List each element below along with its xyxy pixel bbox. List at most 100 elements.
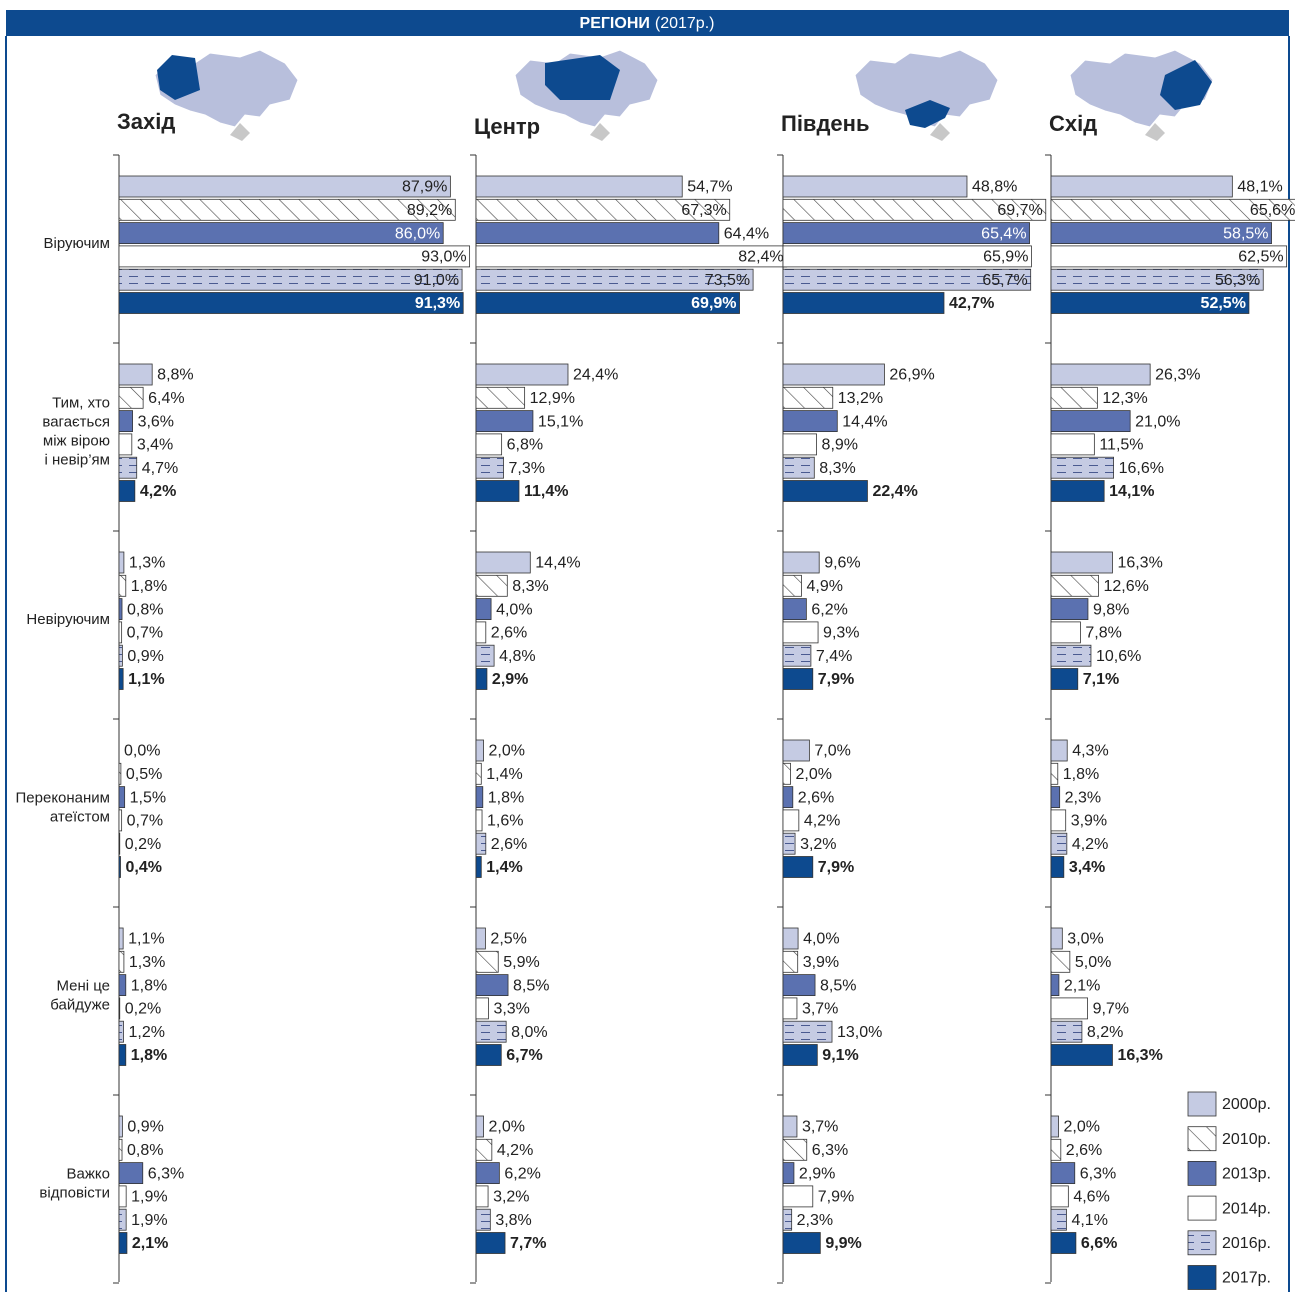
bar [475, 1162, 500, 1184]
value-label: 0,9% [127, 1119, 163, 1136]
category-label: Тим, хто [52, 394, 110, 411]
value-label: 1,2% [129, 1024, 165, 1041]
bar [475, 786, 484, 808]
value-label: 0,0% [124, 743, 160, 760]
map [154, 49, 299, 142]
value-label: 8,3% [819, 460, 855, 477]
value-label: 4,2% [497, 1142, 533, 1159]
bar [1050, 1208, 1067, 1231]
bar [782, 1020, 833, 1043]
value-label: 48,8% [972, 179, 1017, 196]
bar [782, 245, 1032, 268]
value-label: 12,3% [1102, 390, 1147, 407]
value-label: 2,3% [1065, 789, 1101, 806]
value-label: 1,8% [131, 977, 167, 994]
value-label: 4,7% [142, 460, 178, 477]
value-label: 8,5% [513, 977, 549, 994]
value-label: 1,5% [130, 789, 166, 806]
bar [118, 1232, 128, 1254]
bar [1050, 644, 1092, 667]
value-label: 1,4% [486, 766, 522, 783]
value-label: 8,0% [511, 1024, 547, 1041]
bar [118, 644, 123, 667]
bar [782, 1044, 818, 1066]
bar [118, 668, 124, 690]
legend-label: 2014р. [1222, 1200, 1271, 1217]
value-label: 9,1% [822, 1047, 858, 1064]
value-label: 0,8% [127, 1142, 163, 1159]
value-label: 9,7% [1093, 1001, 1129, 1018]
value-label: 15,1% [538, 413, 583, 430]
value-label: 4,2% [804, 813, 840, 830]
bar [782, 222, 1030, 245]
panel-title: Південь [781, 111, 869, 136]
value-label: 11,5% [1099, 437, 1143, 454]
value-label: 73,5% [705, 272, 750, 289]
value-label: 2,0% [489, 743, 525, 760]
bar [1050, 198, 1295, 221]
value-label: 7,3% [509, 460, 545, 477]
bar [1050, 762, 1059, 785]
value-label: 6,3% [812, 1142, 848, 1159]
bar [118, 456, 138, 479]
value-label: 8,3% [512, 578, 548, 595]
value-label: 4,0% [803, 931, 839, 948]
value-label: 3,8% [495, 1212, 531, 1229]
title: РЕГІОНИ [580, 15, 650, 32]
value-label: 3,9% [1071, 813, 1107, 830]
bar [782, 1138, 808, 1161]
bar [475, 222, 720, 245]
value-label: 4,2% [1072, 836, 1108, 853]
value-label: 82,4% [738, 249, 783, 266]
bar [118, 198, 456, 221]
bar [475, 1138, 493, 1161]
bar [782, 480, 868, 502]
value-label: 5,0% [1075, 954, 1111, 971]
bar [1050, 950, 1071, 973]
value-label: 9,3% [823, 625, 859, 642]
bar [118, 292, 464, 314]
bar [782, 386, 834, 409]
bar [475, 974, 509, 996]
value-label: 1,1% [128, 671, 164, 688]
value-label: 0,4% [126, 859, 162, 876]
bar [782, 551, 820, 574]
value-label: 4,3% [1072, 743, 1108, 760]
bar [782, 198, 1047, 221]
value-label: 6,7% [506, 1047, 542, 1064]
value-label: 56,3% [1215, 272, 1260, 289]
category-label: вагається [42, 413, 110, 430]
value-label: 69,7% [997, 202, 1042, 219]
bar [475, 950, 499, 973]
bar [475, 1208, 491, 1231]
bar [118, 410, 133, 433]
category-label: Важко [67, 1165, 110, 1182]
bar [118, 551, 125, 574]
bar [475, 175, 683, 198]
bar [118, 175, 451, 198]
value-label: 1,3% [129, 954, 165, 971]
bar [782, 950, 799, 973]
value-label: 6,2% [811, 601, 847, 618]
value-label: 3,0% [1067, 931, 1103, 948]
legend-swatch [1187, 1265, 1217, 1290]
bar [475, 292, 740, 314]
value-label: 54,7% [687, 179, 732, 196]
category-label: Невіруючим [26, 611, 110, 628]
bar [1050, 1044, 1113, 1066]
bar [475, 551, 531, 574]
bar [1050, 268, 1264, 291]
value-label: 7,1% [1083, 671, 1119, 688]
bar [118, 386, 144, 409]
bar [1050, 598, 1089, 620]
legend-label: 2013р. [1222, 1166, 1271, 1183]
value-label: 7,8% [1085, 625, 1121, 642]
category-label: Мені це [56, 977, 110, 994]
bar [118, 433, 133, 456]
legend-label: 2016р. [1222, 1235, 1271, 1252]
bar [782, 1162, 795, 1184]
value-label: 2,9% [799, 1165, 835, 1182]
value-label: 3,3% [493, 1001, 529, 1018]
chart-title: РЕГІОНИ (2017р.) [580, 15, 715, 32]
value-label: 2,3% [797, 1212, 833, 1229]
